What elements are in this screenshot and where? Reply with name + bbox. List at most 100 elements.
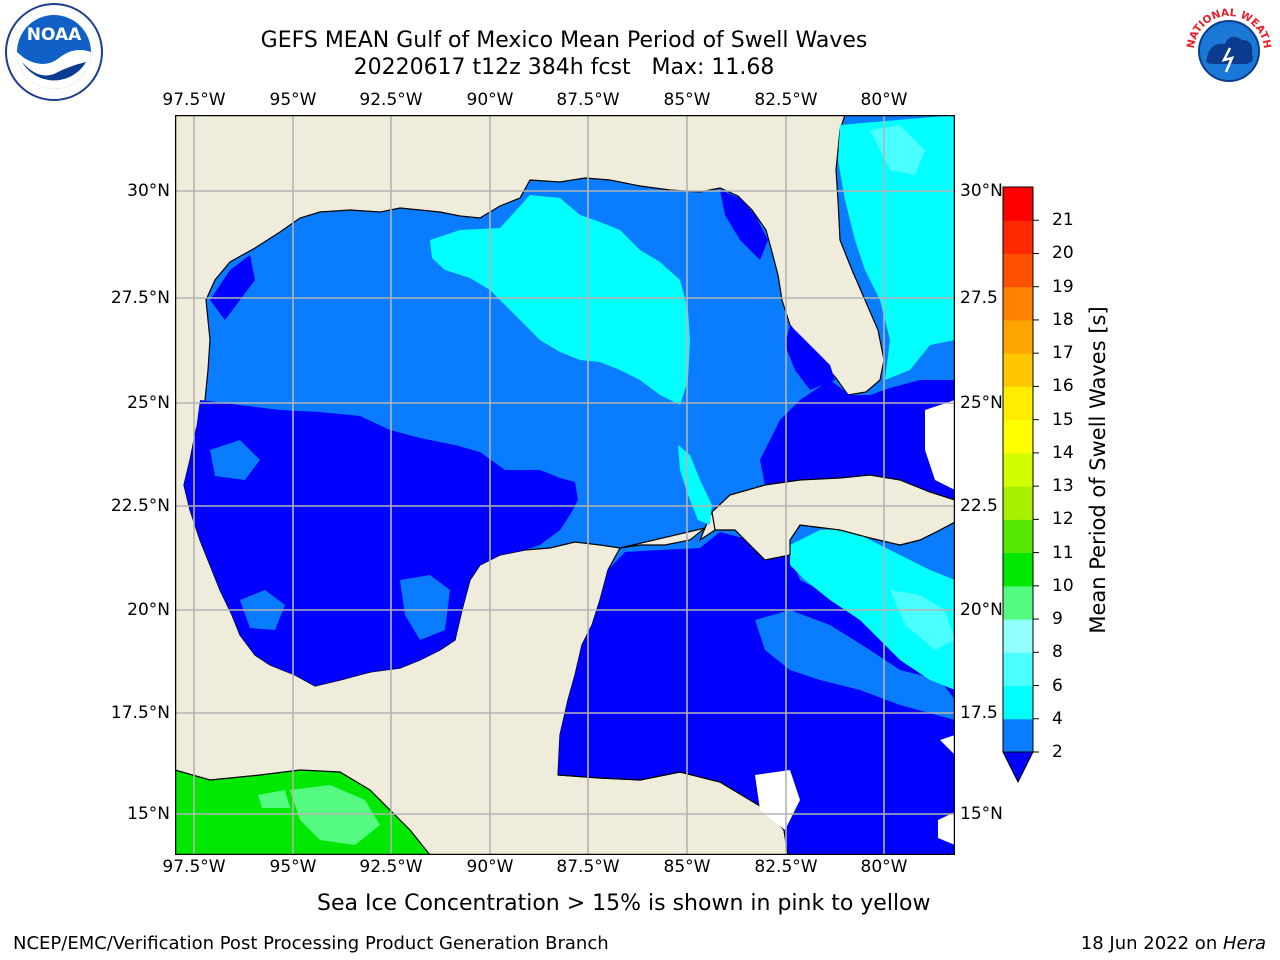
lon-label-top: 97.5°W <box>162 90 226 110</box>
lat-label-left: 25°N <box>127 393 170 413</box>
colorbar-tick-label: 21 <box>1052 210 1074 231</box>
colorbar-segment <box>1003 187 1033 221</box>
lat-label-right: 27.5 <box>960 288 998 308</box>
footer-branch: NCEP/EMC/Verification Post Processing Pr… <box>13 933 609 954</box>
lat-label-left: 15°N <box>127 804 170 824</box>
colorbar-tick-label: 17 <box>1052 343 1074 364</box>
colorbar-tick-label: 10 <box>1052 575 1074 596</box>
deep-blue-northwest <box>210 255 255 320</box>
white-mask <box>755 770 800 830</box>
colorbar-segment <box>1003 685 1033 720</box>
mid-blue-patch <box>400 575 450 640</box>
colorbar-tick-label: 20 <box>1052 243 1074 264</box>
lat-label-right: 17.5 <box>960 703 998 723</box>
footer-date: 18 Jun 2022 on Hera <box>1081 933 1266 954</box>
colorbar-segment <box>1003 452 1033 487</box>
lon-label-top: 95°W <box>269 90 317 110</box>
lon-label-top: 90°W <box>466 90 514 110</box>
lat-label-right: 25°N <box>960 393 1003 413</box>
light-cyan-patch <box>890 590 955 650</box>
colorbar-segment <box>1003 619 1033 653</box>
lon-label-top: 82.5°W <box>754 90 818 110</box>
colorbar-tick-label: 16 <box>1052 376 1074 397</box>
colorbar-tick-label: 18 <box>1052 309 1074 330</box>
national-weather-service-logo: NATIONAL WEATHER SERVICE <box>1176 0 1278 104</box>
lon-label-bottom: 97.5°W <box>162 857 226 877</box>
colorbar-tick-label: 9 <box>1052 609 1063 630</box>
gulf-of-mexico-map <box>175 115 955 855</box>
deep-blue-northeast <box>720 190 768 260</box>
noaa-logo: NOAA <box>4 2 104 106</box>
lon-label-bottom: 80°W <box>860 857 908 877</box>
lat-label-left: 22.5°N <box>110 496 170 516</box>
colorbar-segment <box>1003 519 1033 554</box>
map-subtitle: 20220617 t12z 384h fcst Max: 11.68 <box>353 55 775 80</box>
colorbar-segment <box>1003 419 1033 454</box>
colorbar-tick-label: 2 <box>1052 742 1063 762</box>
colorbar-tick-label: 12 <box>1052 509 1074 530</box>
lon-label-top: 80°W <box>860 90 908 110</box>
colorbar-segment <box>1003 353 1033 387</box>
colorbar-segment <box>1003 286 1033 321</box>
colorbar-tick-label: 19 <box>1052 276 1074 297</box>
lon-label-bottom: 92.5°W <box>359 857 423 877</box>
colorbar-segment <box>1003 386 1033 421</box>
lon-label-bottom: 87.5°W <box>556 857 620 877</box>
colorbar-segment <box>1003 486 1033 520</box>
colorbar-segment <box>1003 552 1033 587</box>
colorbar-tick-label: 13 <box>1052 476 1074 497</box>
lon-label-bottom: 90°W <box>466 857 514 877</box>
colorbar-label: Mean Period of Swell Waves [s] <box>1086 306 1110 634</box>
colorbar-tick-label: 4 <box>1052 708 1063 729</box>
colorbar-segment <box>1003 585 1033 620</box>
colorbar-segment <box>1003 253 1033 288</box>
map-title: GEFS MEAN Gulf of Mexico Mean Period of … <box>260 28 868 53</box>
sea-ice-note: Sea Ice Concentration > 15% is shown in … <box>317 891 931 916</box>
lat-label-left: 27.5°N <box>110 288 170 308</box>
white-mask <box>925 400 955 490</box>
white-mask <box>938 812 955 845</box>
green-light-patch <box>290 785 380 845</box>
lon-label-bottom: 85°W <box>663 857 711 877</box>
lat-label-right: 20°N <box>960 600 1003 620</box>
lon-label-top: 92.5°W <box>359 90 423 110</box>
lat-label-left: 20°N <box>127 600 170 620</box>
colorbar-segment <box>1003 652 1033 687</box>
cyan-caribbean <box>790 528 955 690</box>
colorbar <box>1002 186 1039 784</box>
lon-label-bottom: 82.5°W <box>754 857 818 877</box>
lat-label-right: 30°N <box>960 181 1003 201</box>
lon-label-bottom: 95°W <box>269 857 317 877</box>
colorbar-tick-label: 6 <box>1052 675 1063 696</box>
colorbar-tick-label: 14 <box>1052 442 1074 463</box>
cuba-land <box>711 474 955 561</box>
deep-blue-florida-straits <box>760 380 955 500</box>
lon-label-top: 87.5°W <box>556 90 620 110</box>
map-frame <box>175 115 955 855</box>
noaa-text: NOAA <box>27 25 82 45</box>
deep-blue-west <box>184 400 578 686</box>
cyan-atlantic <box>838 115 955 380</box>
colorbar-tick-label: 11 <box>1052 542 1074 563</box>
mid-blue-patch <box>755 610 955 720</box>
cyan-central-gulf <box>430 195 690 405</box>
colorbar-tick-label: 15 <box>1052 409 1074 430</box>
lat-label-right: 22.5 <box>960 496 998 516</box>
green-light-patch <box>258 790 290 808</box>
colorbar-segment <box>1003 718 1033 753</box>
white-mask <box>940 735 955 755</box>
lat-label-right: 15°N <box>960 804 1003 824</box>
colorbar-under-triangle <box>1002 751 1034 784</box>
mid-blue-patch <box>210 440 260 480</box>
colorbar-frame <box>1002 186 1034 753</box>
deep-blue-florida-coast <box>785 325 835 390</box>
footer-host: Hera <box>1222 933 1266 954</box>
lat-label-left: 30°N <box>127 181 170 201</box>
lat-label-left: 17.5°N <box>110 703 170 723</box>
colorbar-segment <box>1003 220 1033 254</box>
lon-label-top: 85°W <box>663 90 711 110</box>
graticule <box>175 115 955 855</box>
pacific-coastline <box>175 769 431 855</box>
footer-date-text: 18 Jun 2022 on <box>1080 933 1223 954</box>
colorbar-tick-label: 8 <box>1052 642 1063 663</box>
